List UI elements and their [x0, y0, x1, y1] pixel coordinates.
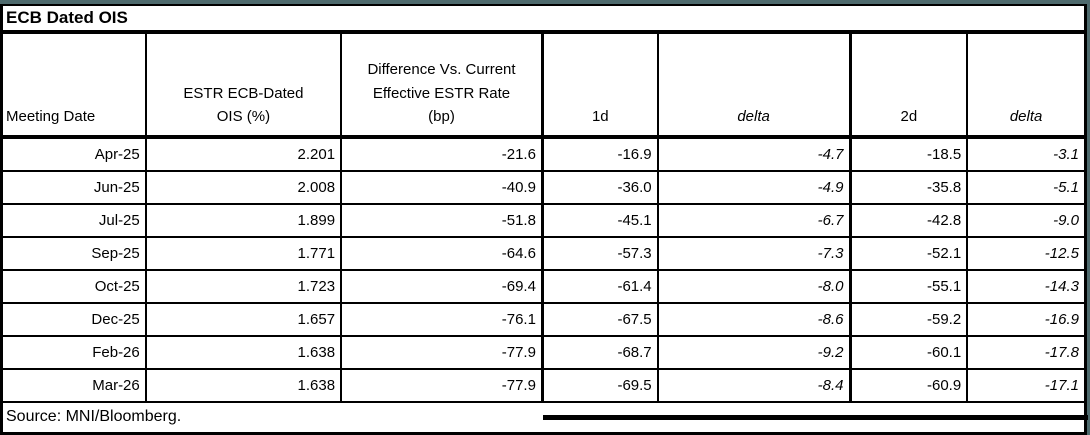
- cell-2d-delta: -17.1: [967, 369, 1086, 403]
- cell-meeting-date: Jul-25: [1, 204, 147, 238]
- cell-2d-delta: -12.5: [967, 237, 1086, 271]
- cell-diff-bp: -40.9: [341, 171, 544, 205]
- cell-1d: -69.5: [542, 369, 659, 403]
- cell-meeting-date: Mar-26: [1, 369, 147, 403]
- column-header-1d: 1d: [542, 32, 659, 139]
- cell-1d: -57.3: [542, 237, 659, 271]
- cell-1d-delta: -6.7: [657, 204, 852, 238]
- cell-ois-pct: 1.638: [145, 369, 343, 403]
- cell-2d: -42.8: [850, 204, 969, 238]
- cell-2d: -52.1: [850, 237, 969, 271]
- table-row: Dec-25 1.657 -76.1 -67.5 -8.6 -59.2 -16.…: [1, 303, 1086, 337]
- cell-diff-bp: -77.9: [341, 336, 544, 370]
- cell-2d-delta: -16.9: [967, 303, 1086, 337]
- table-title: ECB Dated OIS: [1, 5, 1086, 34]
- table-row: Feb-26 1.638 -77.9 -68.7 -9.2 -60.1 -17.…: [1, 336, 1086, 370]
- cell-meeting-date: Jun-25: [1, 171, 147, 205]
- cell-1d-delta: -9.2: [657, 336, 852, 370]
- cell-ois-pct: 2.008: [145, 171, 343, 205]
- cell-2d: -35.8: [850, 171, 969, 205]
- cell-diff-bp: -69.4: [341, 270, 544, 304]
- cell-2d: -60.9: [850, 369, 969, 403]
- cell-meeting-date: Dec-25: [1, 303, 147, 337]
- column-header-2d-delta: delta: [967, 32, 1086, 139]
- table-header-row: Meeting Date ESTR ECB-Dated OIS (%) Diff…: [1, 32, 1086, 139]
- ecb-dated-ois-table: ECB Dated OIS Meeting Date ESTR ECB-Date…: [0, 4, 1087, 435]
- table-row: Apr-25 2.201 -21.6 -16.9 -4.7 -18.5 -3.1: [1, 137, 1086, 172]
- cell-meeting-date: Oct-25: [1, 270, 147, 304]
- cell-ois-pct: 2.201: [145, 137, 343, 172]
- cell-1d: -61.4: [542, 270, 659, 304]
- table-row: Jun-25 2.008 -40.9 -36.0 -4.9 -35.8 -5.1: [1, 171, 1086, 205]
- column-header-estr-ois: ESTR ECB-Dated OIS (%): [145, 32, 343, 139]
- cell-diff-bp: -21.6: [341, 137, 544, 172]
- cell-meeting-date: Sep-25: [1, 237, 147, 271]
- cell-diff-bp: -77.9: [341, 369, 544, 403]
- cell-2d: -18.5: [850, 137, 969, 172]
- cell-1d: -45.1: [542, 204, 659, 238]
- table-row: Mar-26 1.638 -77.9 -69.5 -8.4 -60.9 -17.…: [1, 369, 1086, 403]
- column-header-difference-bp: Difference Vs. Current Effective ESTR Ra…: [341, 32, 544, 139]
- cell-1d-delta: -7.3: [657, 237, 852, 271]
- cell-1d: -67.5: [542, 303, 659, 337]
- table-footer-row: Source: MNI/Bloomberg.: [2, 402, 1086, 434]
- cell-2d: -60.1: [850, 336, 969, 370]
- cell-1d-delta: -4.7: [657, 137, 852, 172]
- table-title-row: ECB Dated OIS: [1, 5, 1086, 34]
- cell-diff-bp: -51.8: [341, 204, 544, 238]
- table-row: Jul-25 1.899 -51.8 -45.1 -6.7 -42.8 -9.0: [1, 204, 1086, 238]
- cell-meeting-date: Feb-26: [1, 336, 147, 370]
- cell-1d-delta: -8.4: [657, 369, 852, 403]
- cell-2d-delta: -17.8: [967, 336, 1086, 370]
- cell-ois-pct: 1.657: [145, 303, 343, 337]
- cell-2d-delta: -3.1: [967, 137, 1086, 172]
- cell-ois-pct: 1.771: [145, 237, 343, 271]
- cell-1d-delta: -8.6: [657, 303, 852, 337]
- cell-1d-delta: -4.9: [657, 171, 852, 205]
- cell-1d: -16.9: [542, 137, 659, 172]
- cell-2d-delta: -14.3: [967, 270, 1086, 304]
- cell-2d: -59.2: [850, 303, 969, 337]
- cell-diff-bp: -64.6: [341, 237, 544, 271]
- column-header-1d-delta: delta: [657, 32, 852, 139]
- cell-ois-pct: 1.899: [145, 204, 343, 238]
- cell-1d-delta: -8.0: [657, 270, 852, 304]
- ois-report-sheet: ECB Dated OIS Meeting Date ESTR ECB-Date…: [0, 4, 1087, 435]
- cell-ois-pct: 1.723: [145, 270, 343, 304]
- column-header-2d: 2d: [850, 32, 969, 139]
- cell-2d-delta: -9.0: [967, 204, 1086, 238]
- column-header-meeting-date: Meeting Date: [1, 32, 147, 139]
- cell-2d-delta: -5.1: [967, 171, 1086, 205]
- table-row: Sep-25 1.771 -64.6 -57.3 -7.3 -52.1 -12.…: [1, 237, 1086, 271]
- cell-1d: -68.7: [542, 336, 659, 370]
- cell-1d: -36.0: [542, 171, 659, 205]
- table-row: Oct-25 1.723 -69.4 -61.4 -8.0 -55.1 -14.…: [1, 270, 1086, 304]
- cell-diff-bp: -76.1: [341, 303, 544, 337]
- cell-2d: -55.1: [850, 270, 969, 304]
- cell-ois-pct: 1.638: [145, 336, 343, 370]
- cell-meeting-date: Apr-25: [1, 137, 147, 172]
- bottom-border-bar: [543, 415, 1088, 420]
- source-note: Source: MNI/Bloomberg.: [6, 408, 182, 425]
